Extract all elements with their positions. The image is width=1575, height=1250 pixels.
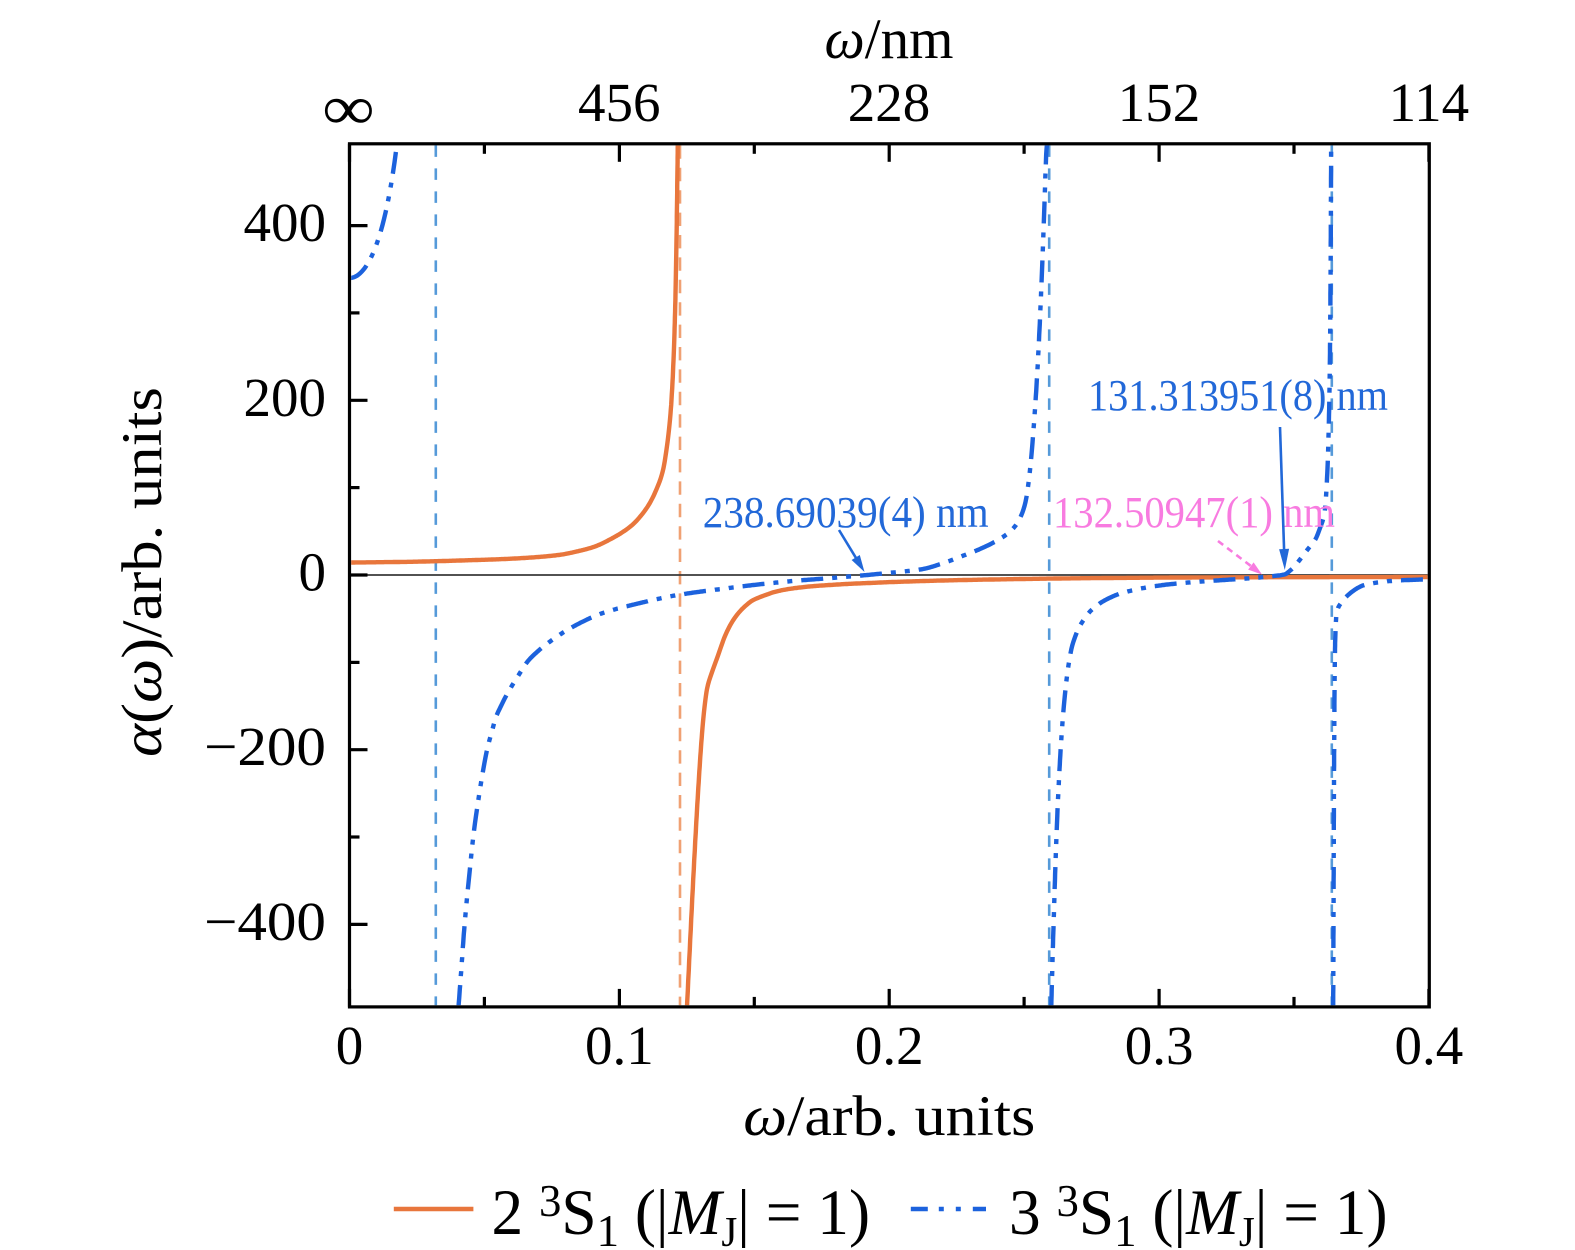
svg-text:0: 0 xyxy=(336,1015,364,1076)
svg-text:0.4: 0.4 xyxy=(1395,1015,1464,1076)
svg-text:ω/arb. units: ω/arb. units xyxy=(743,1085,1035,1148)
svg-text:−200: −200 xyxy=(204,716,326,777)
svg-text:0.3: 0.3 xyxy=(1125,1015,1194,1076)
svg-text:200: 200 xyxy=(244,367,327,428)
svg-text:0: 0 xyxy=(299,542,327,603)
svg-text:ω/nm: ω/nm xyxy=(825,8,954,71)
svg-text:0.2: 0.2 xyxy=(855,1015,924,1076)
svg-text:238.69039(4) nm: 238.69039(4) nm xyxy=(703,488,989,537)
svg-text:132.50947(1) nm: 132.50947(1) nm xyxy=(1053,488,1335,537)
svg-text:114: 114 xyxy=(1389,72,1469,133)
svg-text:2 3S1 (|MJ| = 1): 2 3S1 (|MJ| = 1) xyxy=(492,1175,871,1250)
svg-text:228: 228 xyxy=(848,72,931,133)
svg-text:152: 152 xyxy=(1118,72,1201,133)
svg-text:0.1: 0.1 xyxy=(585,1015,654,1076)
svg-text:456: 456 xyxy=(578,72,661,133)
svg-text:∞: ∞ xyxy=(322,73,375,143)
svg-text:400: 400 xyxy=(244,192,327,253)
svg-text:−400: −400 xyxy=(204,891,326,952)
svg-text:131.313951(8) nm: 131.313951(8) nm xyxy=(1088,371,1388,420)
svg-text:α(ω)/arb. units: α(ω)/arb. units xyxy=(111,387,174,757)
